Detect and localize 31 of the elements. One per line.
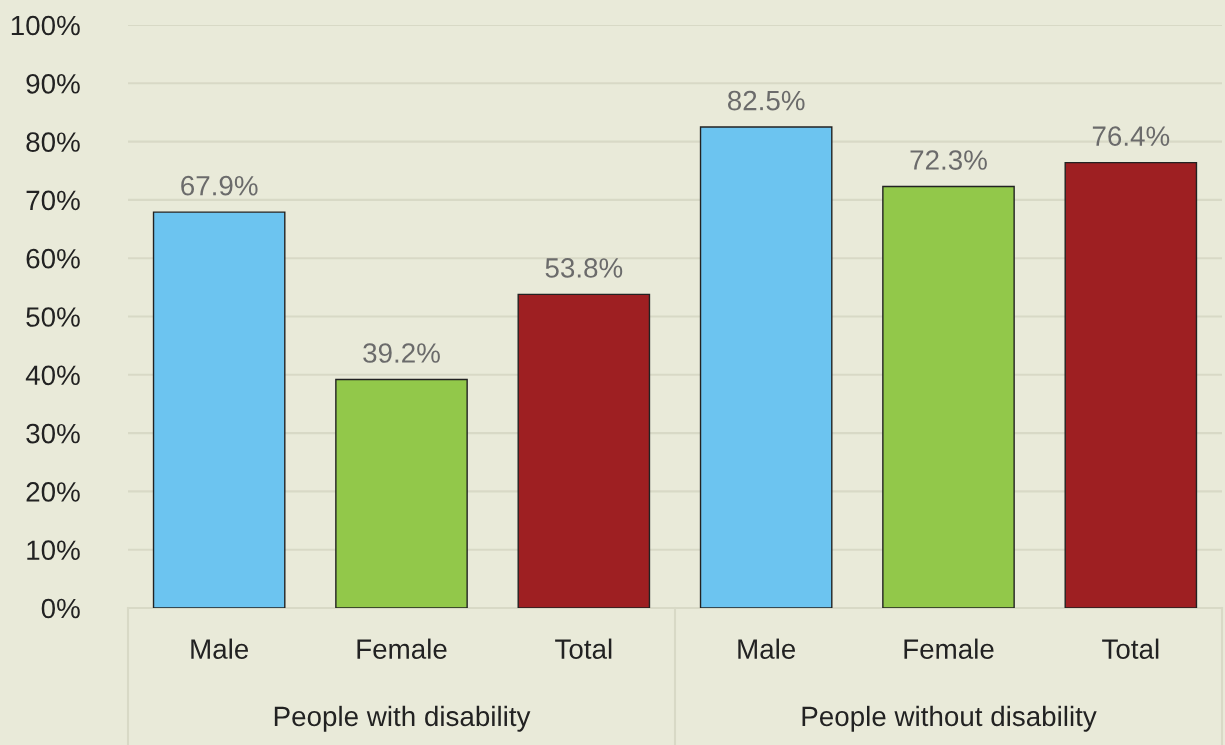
y-tick-label: 80% xyxy=(26,132,80,152)
y-tick-label: 60% xyxy=(26,248,80,269)
bar xyxy=(1064,161,1198,608)
data-label: 82.5% xyxy=(727,90,805,111)
y-tick-label: 90% xyxy=(26,73,80,94)
text: People without disability xyxy=(802,705,1097,732)
x-tick-label: Total xyxy=(1102,638,1159,659)
y-tick-label: 50% xyxy=(26,307,80,327)
data-label: 72.3% xyxy=(910,150,987,170)
bar xyxy=(152,211,286,608)
y-tick-label: 40% xyxy=(25,365,80,386)
x-tick-label: Male xyxy=(738,638,796,659)
data-label: 76.4% xyxy=(1092,126,1170,146)
bar xyxy=(335,378,468,608)
y-tick-label: 100% xyxy=(11,15,80,36)
y-tick-label: 20% xyxy=(26,482,80,502)
y-tick-label: 0% xyxy=(41,598,80,619)
x-tick-label: Female xyxy=(357,638,447,659)
data-label: 39.2% xyxy=(363,343,440,363)
text: People with disability xyxy=(274,705,531,732)
bar xyxy=(699,126,833,608)
data-label: 53.8% xyxy=(545,258,623,278)
x-tick-label: Female xyxy=(904,638,994,659)
bar xyxy=(517,293,651,608)
bar xyxy=(882,185,1015,608)
y-tick-label: 10% xyxy=(27,540,80,561)
x-tick-label: Total xyxy=(555,638,612,659)
data-label: 67.9% xyxy=(181,175,258,196)
x-tick-label: Male xyxy=(191,638,249,659)
y-tick-label: 70% xyxy=(26,190,80,211)
y-tick-label: 30% xyxy=(26,423,80,444)
